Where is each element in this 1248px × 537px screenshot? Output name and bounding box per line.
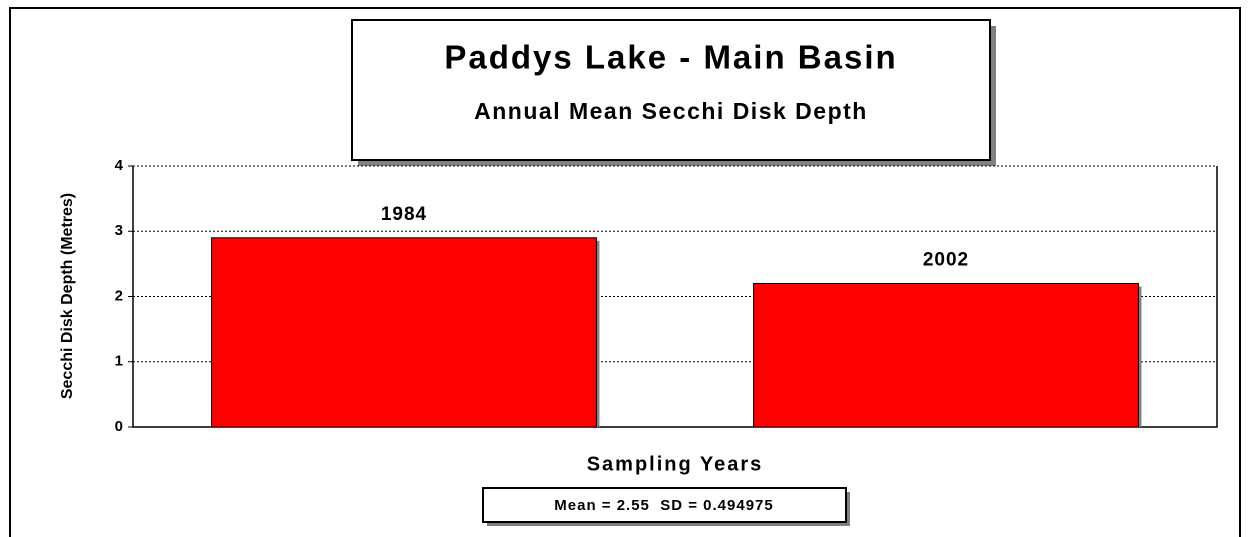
plot-border [132, 166, 1218, 428]
chart-title: Paddys Lake - Main Basin [444, 39, 897, 76]
y-tick-label: 2 [115, 287, 123, 304]
bar [211, 237, 597, 428]
y-tick-label: 1 [115, 353, 123, 370]
chart-subtitle: Annual Mean Secchi Disk Depth [474, 98, 868, 124]
title-box [351, 19, 991, 161]
bar [753, 282, 1139, 428]
annotation-box [482, 487, 847, 523]
annotation: Mean = 2.55 SD = 0.494975 [554, 497, 773, 514]
y-tick-label: 0 [115, 418, 123, 435]
y-tick-label: 4 [115, 157, 124, 174]
frame [9, 7, 1241, 537]
bar-label: 2002 [923, 249, 969, 270]
x-axis-label: Sampling Years [587, 453, 764, 475]
y-tick-label: 3 [115, 222, 123, 239]
bar-label: 1984 [381, 204, 427, 225]
y-axis-label: Secchi Disk Depth (Metres) [59, 193, 76, 399]
